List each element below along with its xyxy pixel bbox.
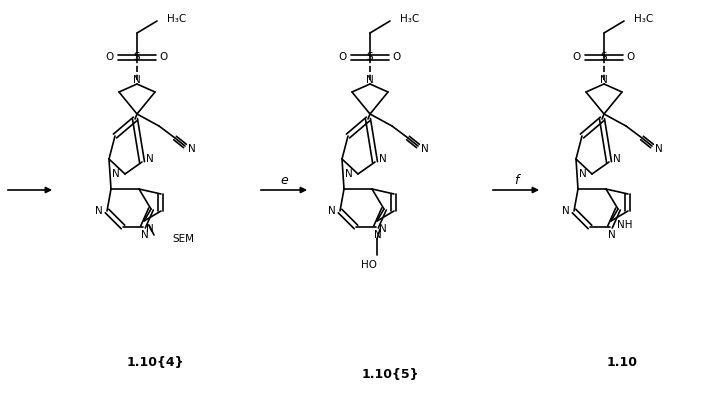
Text: O: O <box>573 52 581 62</box>
Text: N: N <box>579 169 587 179</box>
Text: O: O <box>393 52 401 62</box>
Text: f: f <box>514 173 518 187</box>
Text: N: N <box>379 224 387 234</box>
Text: N: N <box>374 230 382 240</box>
Text: N: N <box>328 206 336 216</box>
Text: S: S <box>601 52 607 62</box>
Text: O: O <box>627 52 635 62</box>
Text: N: N <box>562 206 570 216</box>
Text: HO: HO <box>361 260 377 270</box>
Text: 1.10{5}: 1.10{5} <box>361 368 419 382</box>
Text: O: O <box>160 52 168 62</box>
Text: N: N <box>366 75 374 85</box>
Text: S: S <box>367 52 373 62</box>
Text: N: N <box>141 230 149 240</box>
Text: SEM: SEM <box>172 234 194 244</box>
Text: e: e <box>280 173 288 187</box>
Text: N: N <box>421 144 429 154</box>
Text: N: N <box>95 206 103 216</box>
Text: N: N <box>345 169 353 179</box>
Text: N: N <box>600 75 608 85</box>
Text: H₃C: H₃C <box>400 14 419 24</box>
Text: N: N <box>133 75 141 85</box>
Text: O: O <box>339 52 347 62</box>
Text: S: S <box>134 52 140 62</box>
Text: NH: NH <box>617 220 633 230</box>
Text: H₃C: H₃C <box>634 14 653 24</box>
Text: O: O <box>106 52 114 62</box>
Text: 1.10: 1.10 <box>607 355 638 368</box>
Text: N: N <box>608 230 616 240</box>
Text: N: N <box>146 224 154 234</box>
Text: N: N <box>112 169 120 179</box>
Text: 1.10{4}: 1.10{4} <box>126 355 184 368</box>
Text: N: N <box>655 144 663 154</box>
Text: N: N <box>613 154 621 164</box>
Text: H₃C: H₃C <box>167 14 186 24</box>
Text: N: N <box>146 154 154 164</box>
Text: N: N <box>379 154 387 164</box>
Text: N: N <box>188 144 196 154</box>
